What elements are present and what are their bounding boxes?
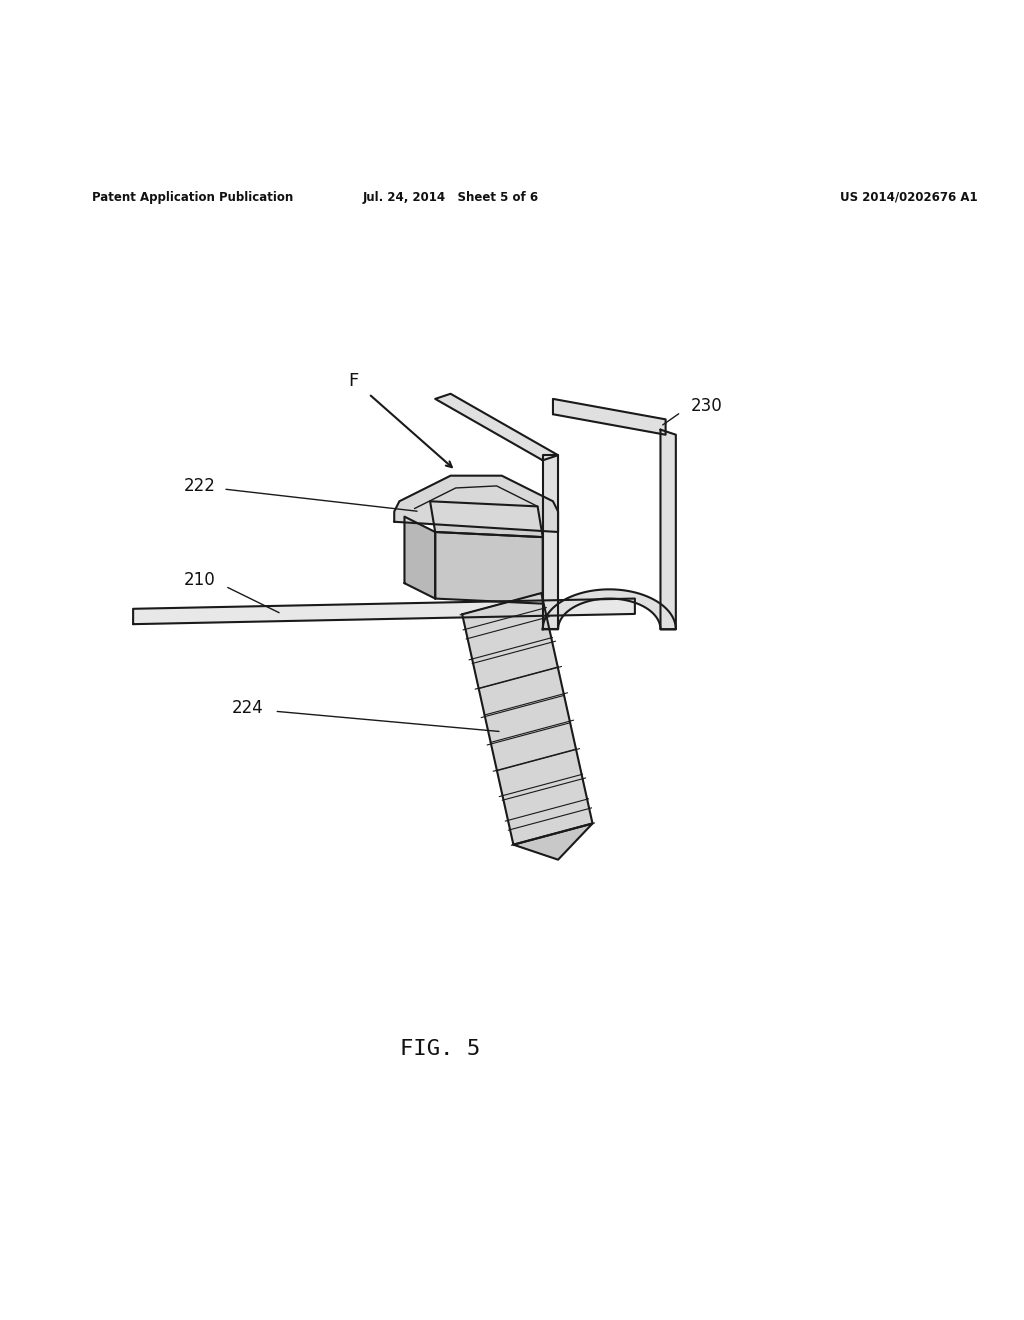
Text: 230: 230	[690, 397, 723, 414]
Polygon shape	[543, 589, 676, 630]
Polygon shape	[660, 429, 676, 630]
Text: 222: 222	[183, 477, 216, 495]
Polygon shape	[543, 455, 558, 630]
Polygon shape	[435, 393, 558, 461]
Text: US 2014/0202676 A1: US 2014/0202676 A1	[840, 190, 977, 203]
Polygon shape	[513, 824, 593, 859]
Text: F: F	[348, 372, 358, 391]
Polygon shape	[394, 475, 558, 532]
Polygon shape	[133, 598, 635, 624]
Polygon shape	[404, 516, 435, 598]
Polygon shape	[553, 399, 666, 434]
Text: 224: 224	[231, 700, 264, 717]
Text: FIG. 5: FIG. 5	[400, 1039, 480, 1059]
Text: Patent Application Publication: Patent Application Publication	[92, 190, 294, 203]
Polygon shape	[435, 532, 543, 603]
Text: 210: 210	[183, 572, 216, 589]
Polygon shape	[462, 593, 593, 845]
Polygon shape	[430, 502, 543, 537]
Text: Jul. 24, 2014   Sheet 5 of 6: Jul. 24, 2014 Sheet 5 of 6	[362, 190, 539, 203]
